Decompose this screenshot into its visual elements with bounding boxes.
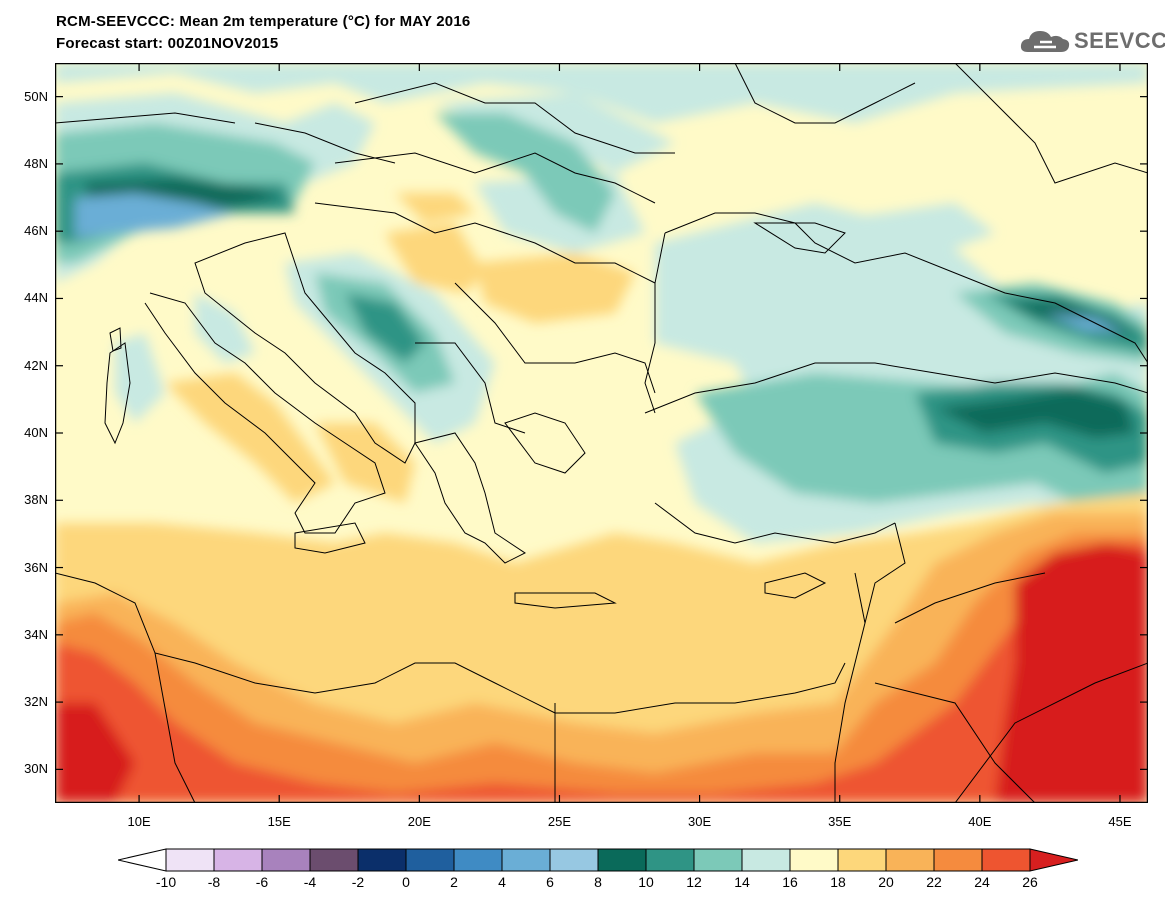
map-canvas bbox=[55, 63, 1148, 803]
logo-text: SEEVCCC bbox=[1074, 28, 1165, 53]
map-ticks bbox=[55, 63, 1148, 803]
colorbar-label: 24 bbox=[974, 874, 990, 890]
colorbar-label: 22 bbox=[926, 874, 942, 890]
latitude-label: 50N bbox=[24, 88, 48, 104]
colorbar-swatch bbox=[933, 848, 983, 872]
colorbar-label: -10 bbox=[155, 874, 177, 890]
coastlines-borders bbox=[55, 63, 1148, 803]
colorbar-swatch bbox=[981, 848, 1031, 872]
longitude-label: 45E bbox=[1108, 814, 1132, 829]
longitude-label: 40E bbox=[968, 814, 992, 829]
longitude-label: 30E bbox=[688, 814, 712, 829]
colorbar-swatch bbox=[741, 848, 791, 872]
colorbar-swatch bbox=[357, 848, 407, 872]
latitude-label: 30N bbox=[24, 761, 48, 777]
colorbar-label: 8 bbox=[594, 874, 602, 890]
colorbar-label: -6 bbox=[255, 874, 269, 890]
colorbar-label: 26 bbox=[1022, 874, 1038, 890]
colorbar-label: 6 bbox=[546, 874, 554, 890]
colorbar-label: 12 bbox=[686, 874, 702, 890]
map-subtitle: Forecast start: 00Z01NOV2015 bbox=[56, 35, 279, 52]
colorbar-swatch bbox=[405, 848, 455, 872]
colorbar-swatch bbox=[597, 848, 647, 872]
latitude-label: 46N bbox=[24, 223, 48, 239]
longitude-label: 10E bbox=[127, 814, 151, 829]
colorbar-swatch bbox=[693, 848, 743, 872]
map-title: RCM-SEEVCCC: Mean 2m temperature (°C) fo… bbox=[56, 13, 471, 30]
longitude-label: 20E bbox=[407, 814, 431, 829]
map-frame bbox=[55, 63, 1148, 803]
colorbar-swatch bbox=[789, 848, 839, 872]
colorbar-label: 0 bbox=[402, 874, 410, 890]
latitude-label: 40N bbox=[24, 425, 48, 440]
colorbar-label: 10 bbox=[638, 874, 654, 890]
latitude-label: 36N bbox=[24, 559, 48, 575]
latitude-label: 38N bbox=[24, 492, 48, 508]
colorbar-swatch bbox=[885, 848, 935, 872]
colorbar-label: 14 bbox=[734, 874, 750, 890]
colorbar-swatch bbox=[213, 848, 263, 872]
colorbar-swatch bbox=[309, 848, 359, 872]
colorbar-label: 20 bbox=[878, 874, 894, 890]
colorbar-swatch bbox=[549, 848, 599, 872]
colorbar-label: -2 bbox=[351, 874, 365, 890]
colorbar-swatch bbox=[165, 848, 215, 872]
colorbar-swatch bbox=[453, 848, 503, 872]
colorbar-swatch bbox=[501, 848, 551, 872]
latitude-label: 42N bbox=[24, 357, 48, 373]
colorbar-swatch bbox=[261, 848, 311, 872]
colorbar-label: 2 bbox=[450, 874, 458, 890]
latitude-label: 32N bbox=[24, 694, 48, 710]
longitude-label: 35E bbox=[828, 814, 852, 829]
colorbar bbox=[118, 848, 1078, 872]
temperature-map bbox=[55, 63, 1148, 803]
latitude-label: 48N bbox=[24, 155, 48, 171]
longitude-label: 25E bbox=[547, 814, 572, 829]
seevccc-logo: SEEVCCC bbox=[1018, 24, 1165, 58]
latitude-label: 44N bbox=[24, 290, 48, 306]
colorbar-label: -8 bbox=[207, 874, 221, 890]
longitude-label: 15E bbox=[267, 814, 291, 829]
colorbar-label: 16 bbox=[782, 874, 798, 890]
colorbar-low-arrow bbox=[118, 848, 167, 872]
colorbar-high-arrow bbox=[1029, 848, 1078, 872]
colorbar-swatch bbox=[837, 848, 887, 872]
colorbar-label: 18 bbox=[830, 874, 846, 890]
colorbar-label: -4 bbox=[303, 874, 317, 890]
temperature-field bbox=[55, 63, 1148, 803]
colorbar-label: 4 bbox=[498, 874, 506, 890]
latitude-label: 34N bbox=[24, 626, 48, 642]
cloud-logo-icon bbox=[1020, 31, 1070, 52]
colorbar-swatch bbox=[645, 848, 695, 872]
